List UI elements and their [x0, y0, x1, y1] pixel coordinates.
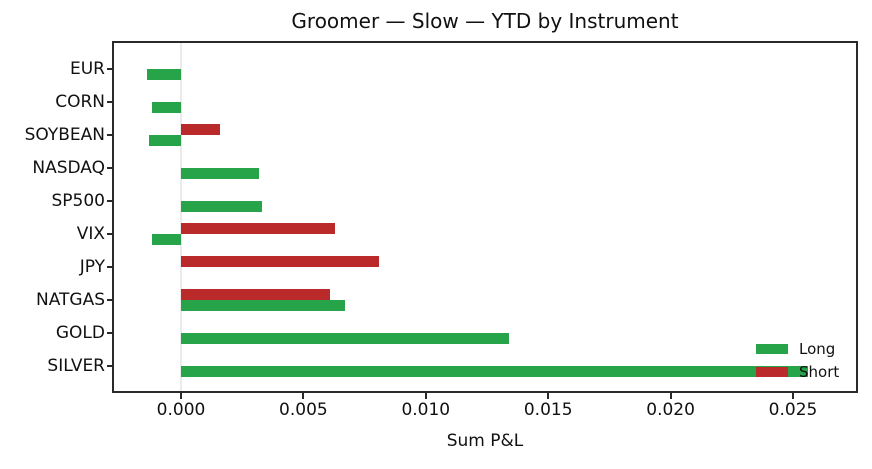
ytick-label-SP500: SP500: [51, 191, 106, 211]
bar-short-JPY: [181, 255, 380, 267]
xtick-mark: [302, 393, 305, 399]
ytick-mark: [106, 68, 113, 70]
bar-long-EUR: [146, 69, 181, 81]
ytick-label-JPY: JPY: [79, 257, 105, 277]
bar-long-SILVER: [181, 366, 808, 378]
legend-short-label: Short: [799, 362, 840, 381]
chart-title: Groomer — Slow — YTD by Instrument: [291, 9, 679, 33]
xtick-label-0.015: 0.015: [523, 400, 573, 420]
ytick-label-SILVER: SILVER: [47, 356, 105, 376]
bar-long-VIX: [151, 234, 181, 246]
ytick-mark: [106, 299, 113, 301]
legend-long-swatch-icon: [756, 343, 788, 354]
ytick-label-CORN: CORN: [55, 92, 105, 112]
bar-long-SP500: [181, 201, 262, 213]
ytick-label-GOLD: GOLD: [55, 323, 105, 343]
legend-short-swatch-icon: [756, 366, 788, 377]
ytick-label-NATGAS: NATGAS: [35, 290, 105, 310]
bar-long-NATGAS: [181, 300, 346, 312]
bar-short-SOYBEAN: [181, 123, 221, 135]
bar-long-CORN: [151, 102, 181, 114]
ytick-mark: [106, 365, 113, 367]
ytick-label-SOYBEAN: SOYBEAN: [24, 125, 105, 145]
legend-entry-long: Long: [756, 339, 836, 358]
ytick-label-EUR: EUR: [70, 59, 105, 79]
bar-short-NATGAS: [181, 288, 331, 300]
bar-long-GOLD: [181, 333, 510, 345]
xtick-mark: [180, 393, 182, 399]
xtick-label-0.010: 0.010: [401, 400, 451, 420]
bar-short-VIX: [181, 222, 336, 234]
xtick-mark: [547, 393, 550, 399]
xtick-label-0.005: 0.005: [279, 400, 328, 420]
ytick-mark: [106, 134, 113, 136]
ytick-mark: [106, 233, 113, 235]
ytick-mark: [106, 200, 113, 202]
xtick-mark: [792, 393, 794, 399]
xtick-label-0.025: 0.025: [768, 400, 818, 420]
ytick-mark: [106, 266, 113, 268]
xtick-label-0.000: 0.000: [156, 400, 206, 420]
ytick-mark: [106, 332, 113, 334]
bar-long-SOYBEAN: [149, 135, 181, 147]
xtick-label-0.020: 0.020: [646, 400, 695, 420]
legend-entry-short: Short: [756, 362, 840, 381]
ytick-mark: [106, 101, 113, 103]
legend-long-label: Long: [799, 339, 836, 358]
ytick-label-NASDAQ: NASDAQ: [32, 158, 105, 178]
x-axis-label: Sum P&L: [446, 431, 524, 451]
xtick-mark: [424, 393, 427, 399]
zero-gridline: [180, 41, 182, 393]
ytick-mark: [106, 167, 113, 169]
bar-long-NASDAQ: [181, 168, 260, 180]
ytick-label-VIX: VIX: [76, 224, 105, 244]
xtick-mark: [669, 393, 672, 399]
